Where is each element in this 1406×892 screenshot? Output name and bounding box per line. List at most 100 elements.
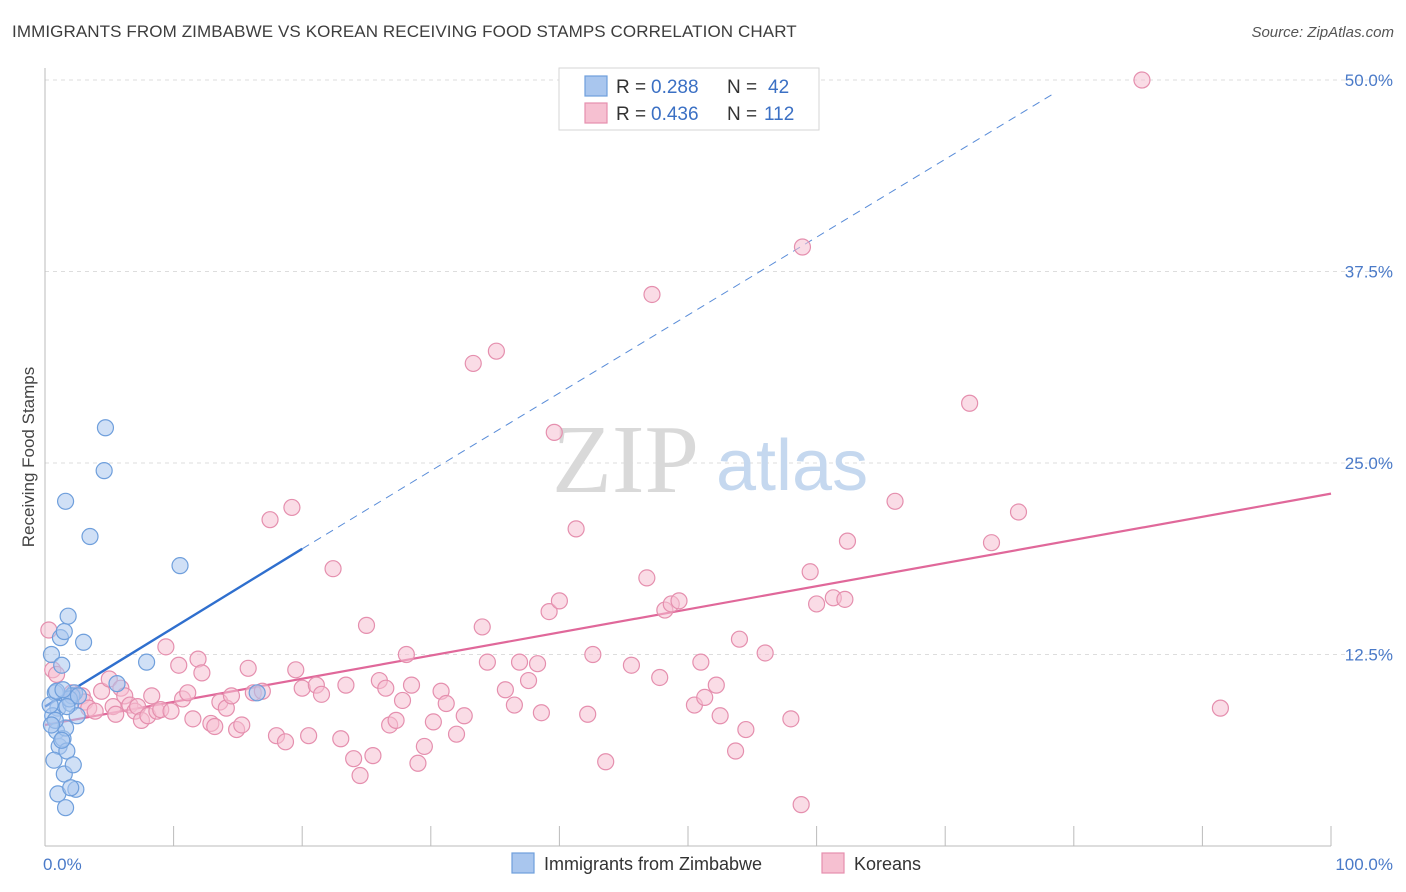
- korean-point: [510, 653, 529, 671]
- zimbabwe-point: [96, 419, 115, 437]
- y-tick-label: 50.0%: [1345, 71, 1393, 90]
- korean-point: [836, 590, 854, 608]
- watermark-zip: ZIP: [552, 406, 699, 514]
- korean-point: [364, 747, 382, 765]
- korean-point: [696, 688, 714, 706]
- korean-point: [540, 603, 558, 621]
- korean-point: [961, 394, 979, 412]
- korean-point: [782, 710, 800, 728]
- watermark-atlas: atlas: [716, 426, 868, 506]
- zimbabwe-point: [59, 607, 77, 625]
- zimbabwe-point: [64, 756, 82, 774]
- korean-point: [261, 511, 279, 529]
- stats-legend-n-label-1: N =: [727, 77, 757, 98]
- korean-point: [707, 676, 725, 694]
- korean-point: [643, 285, 661, 304]
- zimbabwe-trend-line: [44, 547, 303, 708]
- korean-point: [567, 520, 585, 538]
- korean-point: [726, 742, 745, 760]
- korean-point: [519, 671, 538, 690]
- korean-point: [597, 753, 615, 771]
- korean-point: [579, 705, 597, 723]
- korean-point: [505, 696, 523, 714]
- korean-point: [737, 720, 755, 739]
- korean-point: [179, 684, 197, 702]
- zimbabwe-point: [45, 751, 63, 769]
- korean-point: [233, 716, 251, 734]
- korean-point: [276, 733, 295, 751]
- korean-point: [157, 638, 175, 656]
- stats-legend-swatch-2: [584, 102, 608, 124]
- zimbabwe-point: [62, 779, 80, 797]
- korean-point: [415, 737, 433, 756]
- korean-point: [455, 707, 473, 725]
- korean-point: [193, 664, 211, 682]
- korean-point: [357, 616, 376, 634]
- korean-point: [409, 754, 427, 772]
- zimbabwe-point: [53, 731, 71, 749]
- korean-point: [711, 707, 729, 725]
- korean-point: [473, 618, 491, 636]
- korean-point: [283, 498, 301, 517]
- zimbabwe-point: [69, 687, 88, 705]
- korean-point: [222, 687, 241, 705]
- korean-point: [387, 711, 405, 729]
- x-tick-label: 0.0%: [43, 855, 82, 874]
- stats-legend-r-label-2: R =: [616, 104, 646, 125]
- stats-legend-r-value-1: 0.288: [651, 77, 699, 98]
- korean-point: [107, 705, 125, 723]
- chart-source: Source: ZipAtlas.com: [1251, 24, 1394, 41]
- korean-point: [337, 676, 355, 694]
- tick-labels: 12.5% 25.0% 37.5% 50.0% 0.0% 100.0%: [43, 71, 1393, 874]
- korean-point: [793, 238, 812, 256]
- korean-point: [532, 704, 550, 722]
- zimbabwe-point: [74, 633, 93, 651]
- zimbabwe-point: [81, 527, 99, 546]
- korean-point: [402, 676, 421, 694]
- korean-point: [184, 710, 202, 728]
- korean-point: [447, 725, 466, 743]
- stats-legend-n-value-2: 112: [764, 104, 794, 125]
- y-tick-label: 37.5%: [1345, 263, 1393, 282]
- korean-point: [351, 766, 369, 785]
- korean-point: [838, 532, 857, 550]
- korean-point: [437, 694, 455, 713]
- korean-point: [801, 563, 819, 581]
- korean-point: [478, 653, 496, 671]
- korean-point: [670, 592, 688, 610]
- stats-legend-n-label-2: N =: [727, 104, 757, 125]
- korean-point: [756, 644, 774, 662]
- korean-point: [92, 682, 111, 700]
- zimbabwe-point: [171, 557, 189, 575]
- korean-point: [982, 534, 1001, 552]
- y-tick-label: 12.5%: [1345, 646, 1393, 665]
- korean-point: [545, 423, 563, 441]
- zimbabwe-point: [137, 653, 156, 671]
- zimbabwe-point: [56, 799, 75, 817]
- korean-point: [324, 560, 342, 578]
- y-axis-title: Receiving Food Stamps: [19, 367, 38, 547]
- korean-point: [86, 702, 104, 720]
- zimbabwe-point: [42, 645, 61, 664]
- stats-legend-swatch-1: [584, 75, 608, 97]
- korean-point: [792, 796, 810, 814]
- korean-point: [730, 630, 749, 648]
- stats-legend: R = 0.288 N = 42 R = 0.436 N = 112: [558, 67, 820, 131]
- korean-point: [807, 595, 826, 613]
- korean-point: [638, 569, 656, 587]
- korean-point: [464, 354, 482, 373]
- y-tick-label: 25.0%: [1345, 454, 1393, 473]
- korean-point: [293, 679, 311, 697]
- zimbabwe-point: [248, 684, 266, 702]
- korean-point: [170, 656, 188, 674]
- zimbabwe-point: [53, 656, 71, 674]
- legend-label-zimbabwe: Immigrants from Zimbabwe: [544, 854, 762, 874]
- series-legend: Immigrants from Zimbabwe Koreans: [511, 852, 921, 874]
- gridlines: [44, 79, 1391, 846]
- korean-point: [1009, 503, 1028, 521]
- zimbabwe-point: [95, 462, 113, 480]
- zimbabwe-trend-extrapolation: [301, 91, 1057, 550]
- korean-point: [1211, 699, 1230, 717]
- legend-swatch-koreans: [821, 852, 845, 874]
- korean-point: [584, 645, 602, 664]
